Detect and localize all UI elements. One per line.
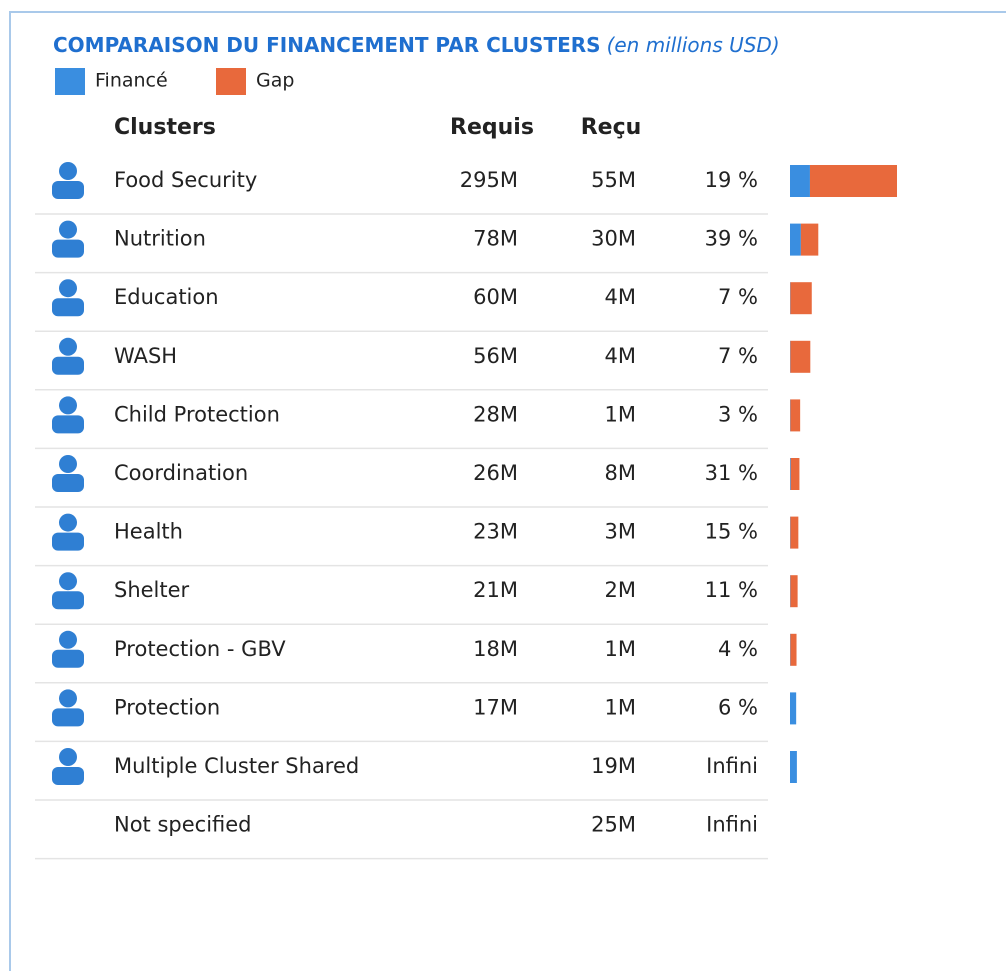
bar-segment — [800, 223, 819, 256]
cluster-icon — [52, 591, 84, 610]
required: 78M — [473, 227, 518, 251]
cluster-name: Nutrition — [114, 227, 206, 251]
cluster-icon — [52, 415, 84, 434]
cluster-name: WASH — [114, 344, 177, 368]
required: 295M — [460, 168, 518, 192]
panel-border — [9, 11, 1006, 971]
bar-segment — [790, 516, 799, 549]
received: 4M — [605, 285, 636, 309]
percent: 6 % — [718, 695, 758, 719]
received: 1M — [605, 695, 636, 719]
title: COMPARAISON DU FINANCEMENT PAR CLUSTERS — [53, 33, 601, 57]
cluster-icon — [52, 474, 84, 492]
legend-label: Gap — [256, 70, 294, 92]
column-header: Reçu — [581, 115, 642, 140]
cluster-icon — [59, 337, 77, 356]
received: 1M — [605, 402, 636, 426]
legend-swatch — [55, 68, 85, 95]
bar-segment — [790, 633, 797, 666]
cluster-icon — [59, 455, 77, 473]
cluster-icon — [59, 689, 77, 708]
percent: 3 % — [718, 402, 758, 426]
bar-segment — [790, 575, 798, 608]
cluster-icon — [59, 162, 77, 180]
chart-title: COMPARAISON DU FINANCEMENT PAR CLUSTERS(… — [53, 33, 780, 57]
cluster-icon — [59, 279, 77, 298]
cluster-icon — [52, 708, 84, 727]
cluster-name: Health — [114, 520, 183, 544]
required: 60M — [473, 285, 518, 309]
required: 56M — [473, 344, 518, 368]
percent: 4 % — [718, 637, 758, 661]
required: 17M — [473, 695, 518, 719]
cluster-name: Multiple Cluster Shared — [114, 754, 359, 778]
bar-segment — [790, 165, 810, 197]
bar-segment — [790, 340, 811, 373]
received: 25M — [591, 813, 636, 837]
subtitle: (en millions USD) — [607, 33, 780, 57]
cluster-name: Not specified — [114, 813, 252, 837]
cluster-icon — [52, 298, 84, 317]
received: 1M — [605, 637, 636, 661]
percent: 11 % — [705, 578, 758, 602]
percent: 15 % — [705, 520, 758, 544]
required: 28M — [473, 402, 518, 426]
percent: 7 % — [718, 285, 758, 309]
column-header: Clusters — [114, 115, 216, 140]
received: 8M — [605, 461, 636, 485]
percent: Infini — [706, 813, 758, 837]
bar-segment — [790, 751, 797, 783]
percent: 19 % — [705, 168, 758, 192]
cluster-icon — [59, 220, 77, 239]
received: 19M — [591, 754, 636, 778]
cluster-icon — [59, 630, 77, 649]
cluster-icon — [52, 239, 84, 258]
cluster-name: Child Protection — [114, 402, 280, 426]
cluster-name: Education — [114, 285, 219, 309]
bar-segment — [790, 399, 801, 432]
received: 55M — [591, 168, 636, 192]
percent: 31 % — [705, 461, 758, 485]
bar-segment — [790, 692, 797, 725]
cluster-icon — [59, 572, 77, 591]
percent: 7 % — [718, 344, 758, 368]
cluster-icon — [59, 748, 77, 766]
bar-segment — [790, 223, 801, 256]
received: 2M — [605, 578, 636, 602]
legend-label: Financé — [95, 70, 168, 92]
received: 4M — [605, 344, 636, 368]
cluster-icon — [52, 649, 84, 668]
cluster-icon — [59, 513, 77, 532]
cluster-icon — [52, 181, 84, 199]
received: 3M — [605, 520, 636, 544]
cluster-icon — [52, 532, 84, 551]
percent: 39 % — [705, 227, 758, 251]
cluster-icon — [52, 356, 84, 375]
cluster-icon — [52, 767, 84, 785]
legend-swatch — [216, 68, 246, 95]
column-header: Requis — [450, 115, 534, 140]
cluster-name: Coordination — [114, 461, 248, 485]
required: 18M — [473, 637, 518, 661]
bar-segment — [790, 458, 800, 490]
percent: Infini — [706, 754, 758, 778]
cluster-name: Shelter — [114, 578, 190, 602]
required: 21M — [473, 578, 518, 602]
required: 26M — [473, 461, 518, 485]
cluster-name: Protection - GBV — [114, 637, 286, 661]
cluster-name: Food Security — [114, 168, 257, 192]
bar-segment — [809, 165, 897, 197]
cluster-icon — [59, 396, 77, 415]
cluster-name: Protection — [114, 695, 220, 719]
required: 23M — [473, 520, 518, 544]
received: 30M — [591, 227, 636, 251]
bar-segment — [790, 458, 791, 490]
bar-segment — [790, 282, 812, 315]
icons — [52, 162, 84, 785]
